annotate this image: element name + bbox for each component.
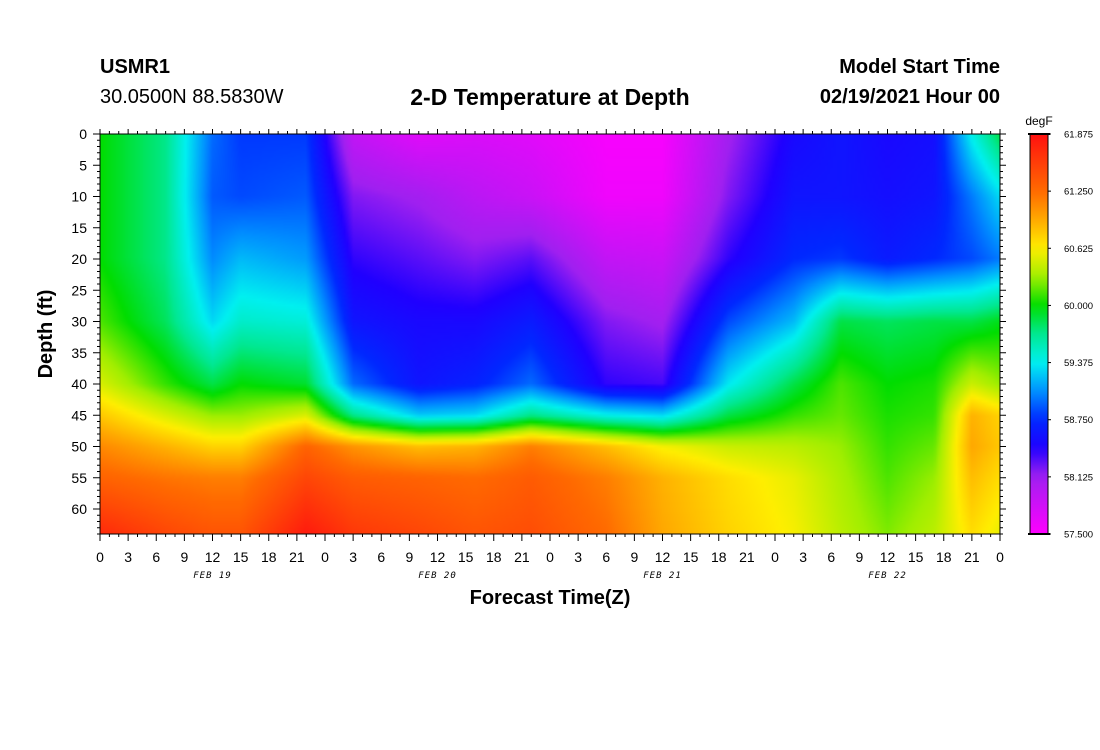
x-tick-label: 21 (964, 549, 980, 565)
heatmap-image (100, 134, 1000, 534)
x-tick-label: 18 (486, 549, 502, 565)
station-coordinates: 30.0500N 88.5830W (100, 86, 284, 108)
colorbar-tick-label: 58.750 (1064, 415, 1093, 426)
y-axis-label: Depth (ft) (35, 290, 57, 379)
x-tick-label: 12 (205, 549, 221, 565)
x-tick-label: 9 (180, 549, 188, 565)
y-tick-label: 5 (79, 157, 87, 173)
x-axis: 0 3 6 9 12 15 18 21 0 3 6 9 12 15 18 21 0 3 6 9 12 15 18 21 0 3 6 9… (96, 129, 1004, 581)
model-start-value: 02/19/2021 Hour 00 (819, 86, 1000, 108)
x-tick-label: 15 (233, 549, 249, 565)
x-tick-label: 18 (936, 549, 952, 565)
colorbar-unit: degF (1025, 114, 1052, 128)
x-tick-label: 6 (602, 549, 610, 565)
x-tick-label: 21 (289, 549, 305, 565)
colorbar-tick-label: 59.375 (1064, 358, 1093, 369)
y-tick-label: 25 (71, 282, 87, 298)
colorbar-tick-label: 58.125 (1064, 472, 1093, 483)
y-tick-label: 15 (71, 220, 87, 236)
x-tick-label: 21 (739, 549, 755, 565)
y-tick-label: 30 (71, 314, 87, 330)
x-tick-label: 9 (855, 549, 863, 565)
y-tick-label: 35 (71, 345, 87, 361)
colorbar-tick-label: 60.625 (1064, 244, 1093, 255)
y-tick-label: 50 (71, 439, 87, 455)
date-label: FEB 21 (643, 571, 682, 581)
y-axis: 0 5 10 15 20 25 30 35 40 45 50 55 60 (71, 126, 1006, 535)
station-id: USMR1 (100, 56, 171, 78)
x-tick-label: 3 (799, 549, 807, 565)
date-label: FEB 19 (193, 571, 232, 581)
x-tick-label: 12 (880, 549, 896, 565)
x-tick-label: 3 (124, 549, 132, 565)
date-label: FEB 22 (868, 571, 907, 581)
x-tick-label: 18 (711, 549, 727, 565)
x-tick-label: 9 (405, 549, 413, 565)
x-tick-label: 18 (261, 549, 277, 565)
x-tick-label: 0 (996, 549, 1004, 565)
date-label: FEB 20 (418, 571, 457, 581)
y-tick-label: 0 (79, 126, 87, 142)
heatmap-layer (100, 134, 1000, 534)
x-tick-label: 12 (655, 549, 671, 565)
x-tick-label: 15 (908, 549, 924, 565)
colorbar-tick-label: 61.875 (1064, 130, 1093, 141)
colorbar-tick-label: 61.250 (1064, 187, 1093, 198)
model-start-label: Model Start Time (839, 56, 1000, 78)
colorbar: 61.875 61.250 60.625 60.000 59.375 58.750 58.1… (1028, 130, 1093, 541)
x-tick-label: 3 (349, 549, 357, 565)
x-tick-label: 6 (152, 549, 160, 565)
x-tick-label: 0 (771, 549, 779, 565)
x-tick-label: 6 (827, 549, 835, 565)
x-tick-label: 15 (683, 549, 699, 565)
chart-title: 2-D Temperature at Depth (410, 84, 690, 110)
y-tick-label: 45 (71, 407, 87, 423)
y-tick-label: 60 (71, 501, 87, 517)
x-tick-label: 3 (574, 549, 582, 565)
x-tick-label: 9 (630, 549, 638, 565)
y-tick-label: 40 (71, 376, 87, 392)
x-tick-label: 0 (96, 549, 104, 565)
colorbar-tick-label: 57.500 (1064, 530, 1093, 541)
y-tick-label: 20 (71, 251, 87, 267)
colorbar-tick-label: 60.000 (1064, 301, 1093, 312)
x-axis-label: Forecast Time(Z) (470, 587, 631, 609)
x-tick-label: 12 (430, 549, 446, 565)
x-tick-label: 21 (514, 549, 530, 565)
x-tick-label: 6 (377, 549, 385, 565)
x-tick-label: 0 (546, 549, 554, 565)
y-tick-label: 55 (71, 470, 87, 486)
y-tick-label: 10 (71, 189, 87, 205)
x-tick-label: 0 (321, 549, 329, 565)
x-tick-label: 15 (458, 549, 474, 565)
colorbar-gradient (1029, 133, 1049, 535)
